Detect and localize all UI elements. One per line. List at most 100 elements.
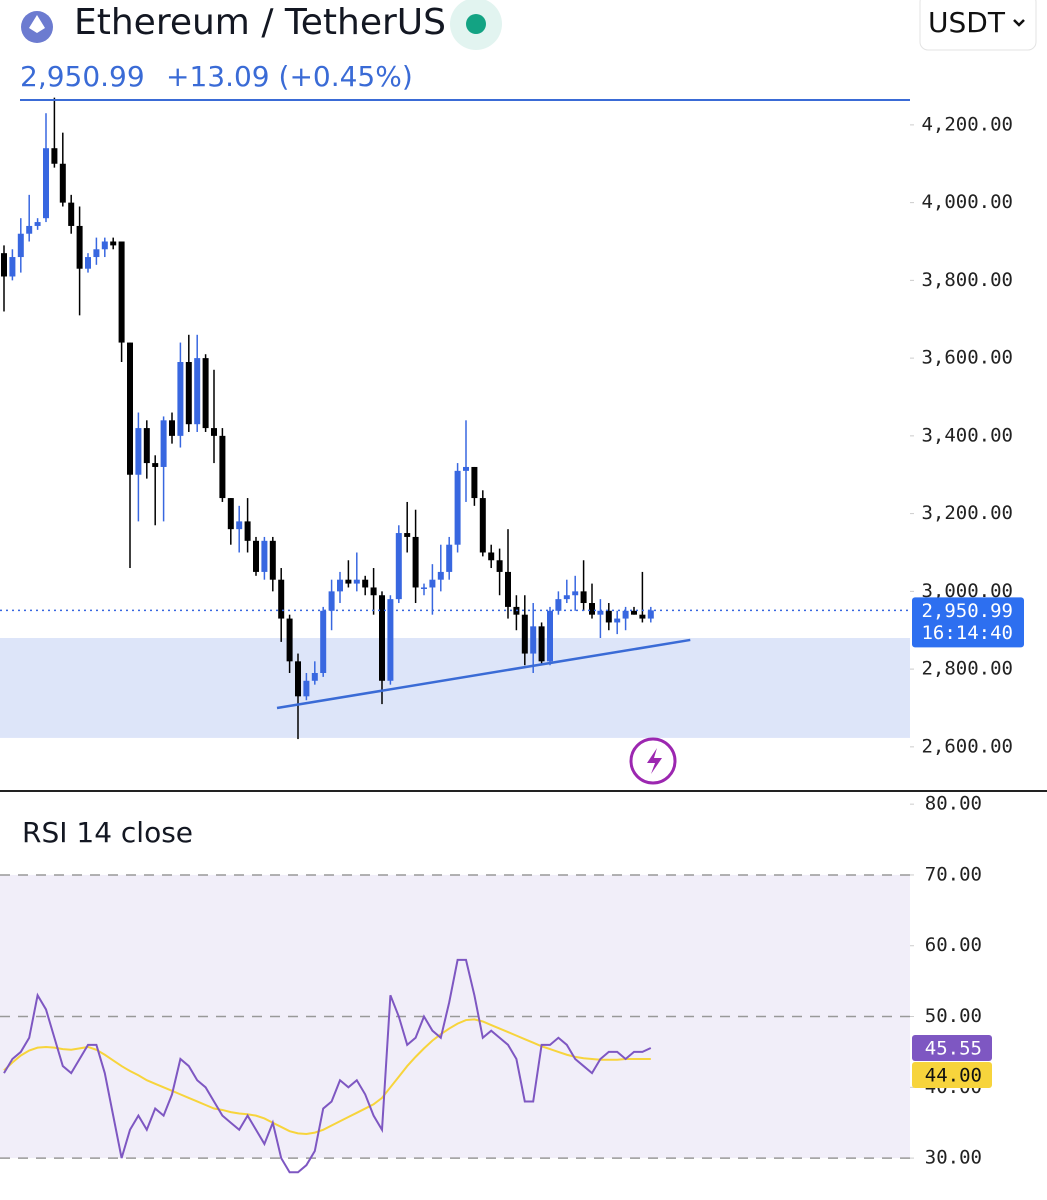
candle-body bbox=[429, 579, 436, 588]
candle-body bbox=[185, 362, 192, 425]
candle-body bbox=[631, 610, 637, 615]
candle-body bbox=[143, 428, 150, 464]
candle-body bbox=[244, 521, 251, 541]
value-badge bbox=[912, 1035, 992, 1061]
y-tick-label: 80.00 bbox=[925, 793, 982, 815]
candle-body bbox=[85, 257, 91, 269]
candle-body bbox=[589, 603, 595, 615]
candle-body bbox=[236, 521, 243, 530]
candle-body bbox=[118, 241, 125, 343]
candle-body bbox=[286, 618, 293, 662]
candle-body bbox=[1, 253, 7, 277]
candle-body bbox=[219, 435, 226, 499]
candle-body bbox=[101, 241, 108, 250]
y-tick-label: 3,000.00 bbox=[921, 580, 1013, 602]
alert-glyph bbox=[647, 748, 662, 774]
candle-body bbox=[446, 544, 453, 572]
candle-body bbox=[370, 587, 377, 596]
candle-body bbox=[404, 533, 411, 537]
y-tick-label: 50.00 bbox=[925, 1005, 982, 1027]
candle-body bbox=[127, 342, 133, 475]
candle-body bbox=[261, 540, 268, 572]
candle-body bbox=[269, 540, 276, 580]
candle-body bbox=[412, 536, 419, 588]
candle-body bbox=[177, 362, 184, 436]
candle-body bbox=[488, 552, 495, 561]
candle-body bbox=[93, 249, 100, 258]
candle-body bbox=[68, 202, 75, 226]
currency-label: USDT bbox=[928, 6, 1006, 39]
candle-body bbox=[580, 591, 587, 604]
candle-body bbox=[194, 358, 201, 425]
candle-body bbox=[639, 614, 646, 619]
candle-body bbox=[51, 148, 58, 164]
candle-body bbox=[34, 222, 41, 226]
candle-body bbox=[614, 618, 621, 623]
candle-body bbox=[597, 610, 604, 615]
currency-select[interactable] bbox=[919, 0, 1037, 51]
candle-body bbox=[320, 610, 327, 673]
candle-body bbox=[278, 579, 285, 619]
countdown: 16:14:40 bbox=[921, 622, 1013, 644]
candle-body bbox=[9, 257, 16, 277]
candle-body bbox=[345, 579, 352, 584]
candle-body bbox=[647, 610, 654, 619]
candle-body bbox=[421, 587, 427, 589]
candle-body bbox=[303, 680, 310, 697]
rsi-line bbox=[3, 958, 652, 1174]
symbol-title: Ethereum / TetherUS bbox=[74, 2, 446, 43]
candle-body bbox=[202, 358, 209, 429]
candle-body bbox=[135, 428, 142, 475]
status-dot bbox=[466, 14, 486, 34]
candle-body bbox=[496, 560, 503, 572]
eth-glyph bbox=[29, 15, 45, 33]
support-zone bbox=[0, 638, 910, 738]
candle-body bbox=[76, 225, 83, 269]
trendline bbox=[276, 638, 691, 710]
last-price-badge bbox=[912, 597, 1024, 648]
dropdown-arrow bbox=[1013, 19, 1025, 27]
candle-body bbox=[547, 610, 553, 662]
candle-body bbox=[43, 148, 49, 219]
candle-body bbox=[379, 595, 385, 681]
y-tick-label: 4,200.00 bbox=[921, 113, 1013, 135]
y-tick-label: 3,400.00 bbox=[921, 424, 1013, 446]
candle-body bbox=[572, 591, 579, 596]
candle-body bbox=[555, 599, 562, 611]
candle-body bbox=[530, 626, 537, 654]
header-price: 2,950.99 bbox=[20, 60, 145, 93]
candle-body bbox=[437, 571, 444, 580]
candle-body bbox=[169, 420, 175, 436]
candle-body bbox=[505, 571, 511, 607]
candle-body bbox=[152, 463, 159, 467]
candle-body bbox=[227, 498, 234, 530]
candle-body bbox=[563, 595, 570, 600]
candle-body bbox=[622, 610, 629, 619]
candle-body bbox=[110, 241, 117, 246]
value-badge bbox=[912, 1062, 992, 1088]
candle-body bbox=[353, 579, 360, 584]
candle-body bbox=[253, 540, 259, 572]
y-tick-label: 3,600.00 bbox=[921, 347, 1013, 369]
candle-body bbox=[328, 591, 335, 611]
candle-body bbox=[463, 466, 469, 471]
value-badge-label: 44.00 bbox=[925, 1065, 982, 1087]
y-tick-label: 3,800.00 bbox=[921, 269, 1013, 291]
value-badge-label: 45.55 bbox=[925, 1038, 982, 1060]
candle-body bbox=[471, 466, 478, 499]
candle-body bbox=[362, 579, 369, 588]
rsi-line bbox=[3, 1018, 651, 1136]
candle-body bbox=[59, 163, 66, 203]
y-tick-label: 60.00 bbox=[925, 934, 982, 956]
candle-body bbox=[337, 579, 343, 592]
y-tick-label: 2,800.00 bbox=[921, 658, 1013, 680]
rsi-title: RSI 14 close bbox=[22, 816, 193, 849]
candle-body bbox=[479, 498, 486, 553]
candle-body bbox=[211, 428, 217, 436]
candle-body bbox=[387, 599, 394, 681]
y-tick-label: 2,600.00 bbox=[921, 735, 1013, 757]
header-change: +13.09 (+0.45%) bbox=[166, 60, 413, 93]
y-tick-label: 3,200.00 bbox=[921, 502, 1013, 524]
